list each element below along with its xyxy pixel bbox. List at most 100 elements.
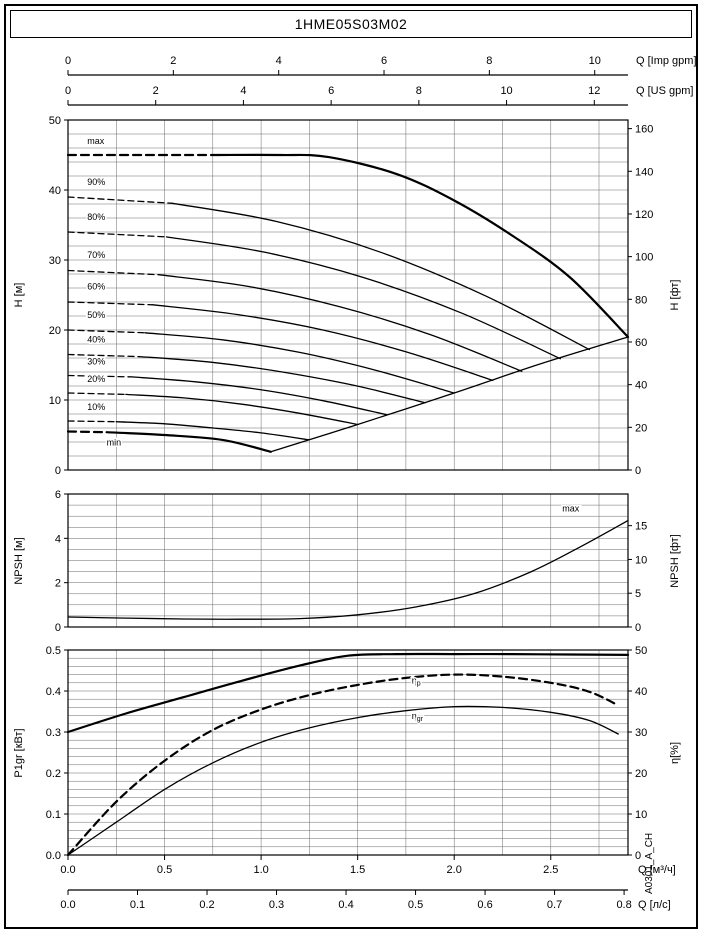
tick-label: 0 [55, 622, 61, 634]
tick-label: 50 [635, 645, 647, 657]
tick-label: 2.5 [543, 864, 558, 876]
tick-label: 10 [635, 554, 647, 566]
curve-10pct [115, 421, 311, 441]
chart-power-and-efficiency: 0.0 0.1 0.2 0.3 0.4 0.5 0 10 20 30 40 50 P1gr [кВт] η… [13, 645, 681, 862]
curve-label-10%: 10% [87, 402, 105, 412]
curve-min-dash [66, 430, 108, 434]
tick-label: 50 [49, 115, 61, 127]
curve-60pct [152, 304, 494, 382]
tick-label: 30 [49, 255, 61, 267]
tick-label: 12 [588, 85, 600, 97]
tick-label: 0 [635, 622, 641, 634]
tick-label: 0 [65, 85, 71, 97]
curve-label-50%: 50% [87, 310, 105, 320]
tick-label: 40 [635, 380, 647, 392]
curve-40pct [138, 355, 426, 404]
tick-label: 0 [65, 55, 71, 67]
curve-60pct-dash [67, 301, 154, 306]
curve-eta-p [66, 673, 620, 857]
tick-label: 0.3 [269, 899, 284, 911]
curve-label-20%: 20% [87, 374, 105, 384]
tick-label: 4 [276, 55, 282, 67]
tick-label: 2 [153, 85, 159, 97]
tick-label: 0.2 [199, 899, 214, 911]
curve-50pct-dash [67, 329, 146, 334]
drawing-code-watermark: A0301_A_CH [644, 833, 655, 894]
curve-10pct-dash [67, 420, 117, 423]
axis-title-us-gpm: Q [US gpm] [636, 85, 693, 97]
tick-label: 10 [49, 395, 61, 407]
tick-label: 40 [635, 686, 647, 698]
curve-label-max: max [87, 136, 105, 146]
axis-imp-gpm: 0 2 4 6 8 10 Q [Imp gpm] [65, 55, 696, 76]
tick-label: 0.1 [130, 899, 145, 911]
tick-label: 0 [635, 465, 641, 477]
tick-label: 1.0 [253, 864, 268, 876]
tick-label: 0.0 [60, 864, 75, 876]
tick-label: 8 [416, 85, 422, 97]
chart-head-curves: 0 10 20 30 40 50 0 20 40 60 80 100 120 140 160 H [м] H [… [13, 115, 681, 477]
tick-label: 6 [381, 55, 387, 67]
y-right-title: η[%] [669, 742, 681, 764]
curve-label-max: max [562, 504, 580, 514]
tick-label: 0.4 [338, 899, 353, 911]
chart-npsh-curve: 0 2 4 6 0 5 10 15 NPSH [м] NPSH [фт] max [13, 489, 681, 634]
tick-label: 140 [635, 166, 653, 178]
curve-max [217, 153, 630, 339]
tick-label: 0.7 [547, 899, 562, 911]
tick-label: 20 [635, 768, 647, 780]
curve-50pct [144, 332, 455, 394]
tick-label: 0.6 [477, 899, 492, 911]
plot-frame [67, 649, 629, 856]
curve-20pct-dash [67, 392, 127, 396]
tick-label: 6 [55, 489, 61, 501]
y-left-title: P1gr [кВт] [13, 728, 25, 777]
tick-label: 5 [635, 588, 641, 600]
tick-label: 4 [55, 533, 61, 545]
axis-title-imp-gpm: Q [Imp gpm] [636, 55, 696, 67]
tick-label: 15 [635, 521, 647, 533]
curve-min [105, 431, 272, 453]
y-left-title: NPSH [м] [13, 537, 25, 584]
curve-npsh-max [67, 519, 629, 620]
curve-label-70%: 70% [87, 250, 105, 260]
curve-30pct-dash [67, 374, 133, 378]
curve-label-min: min [107, 438, 122, 448]
tick-label: 0.0 [60, 899, 75, 911]
tick-label: 0.3 [46, 727, 61, 739]
curve-label-60%: 60% [87, 281, 105, 291]
y-left-title: H [м] [13, 283, 25, 308]
tick-label: 10 [589, 55, 601, 67]
tick-label: 120 [635, 209, 653, 221]
tick-label: 0.8 [616, 899, 631, 911]
tick-label: 40 [49, 185, 61, 197]
tick-label: 4 [240, 85, 246, 97]
curve-eta-gr [67, 705, 619, 856]
curve-label-30%: 30% [87, 356, 105, 366]
tick-label: 0 [635, 850, 641, 862]
curve-label-40%: 40% [87, 335, 105, 345]
tick-label: 6 [328, 85, 334, 97]
tick-label: 10 [635, 809, 647, 821]
tick-label: 0.5 [157, 864, 172, 876]
title-box: 1HME05S03M02 [10, 10, 692, 38]
tick-label: 2.0 [447, 864, 462, 876]
curve-80pct [165, 236, 562, 360]
curve-80pct-dash [67, 231, 168, 238]
y-right-title: NPSH [фт] [669, 534, 681, 588]
curve-label-80%: 80% [87, 212, 105, 222]
tick-label: 0.0 [46, 850, 61, 862]
curve-40pct-dash [67, 353, 141, 358]
tick-label: 60 [635, 337, 647, 349]
tick-label: 8 [486, 55, 492, 67]
axis-us-gpm: 0 2 4 6 8 10 12 Q [US gpm] [65, 85, 693, 106]
curve-90pct-dash [67, 196, 173, 204]
page-title: 1HME05S03M02 [294, 16, 408, 32]
tick-label: 0.5 [408, 899, 423, 911]
tick-label: 0.2 [46, 768, 61, 780]
y-right-title: H [фт] [669, 280, 681, 311]
tick-label: 2 [55, 578, 61, 590]
curve-p1-max [66, 652, 630, 734]
tick-label: 0.1 [46, 809, 61, 821]
